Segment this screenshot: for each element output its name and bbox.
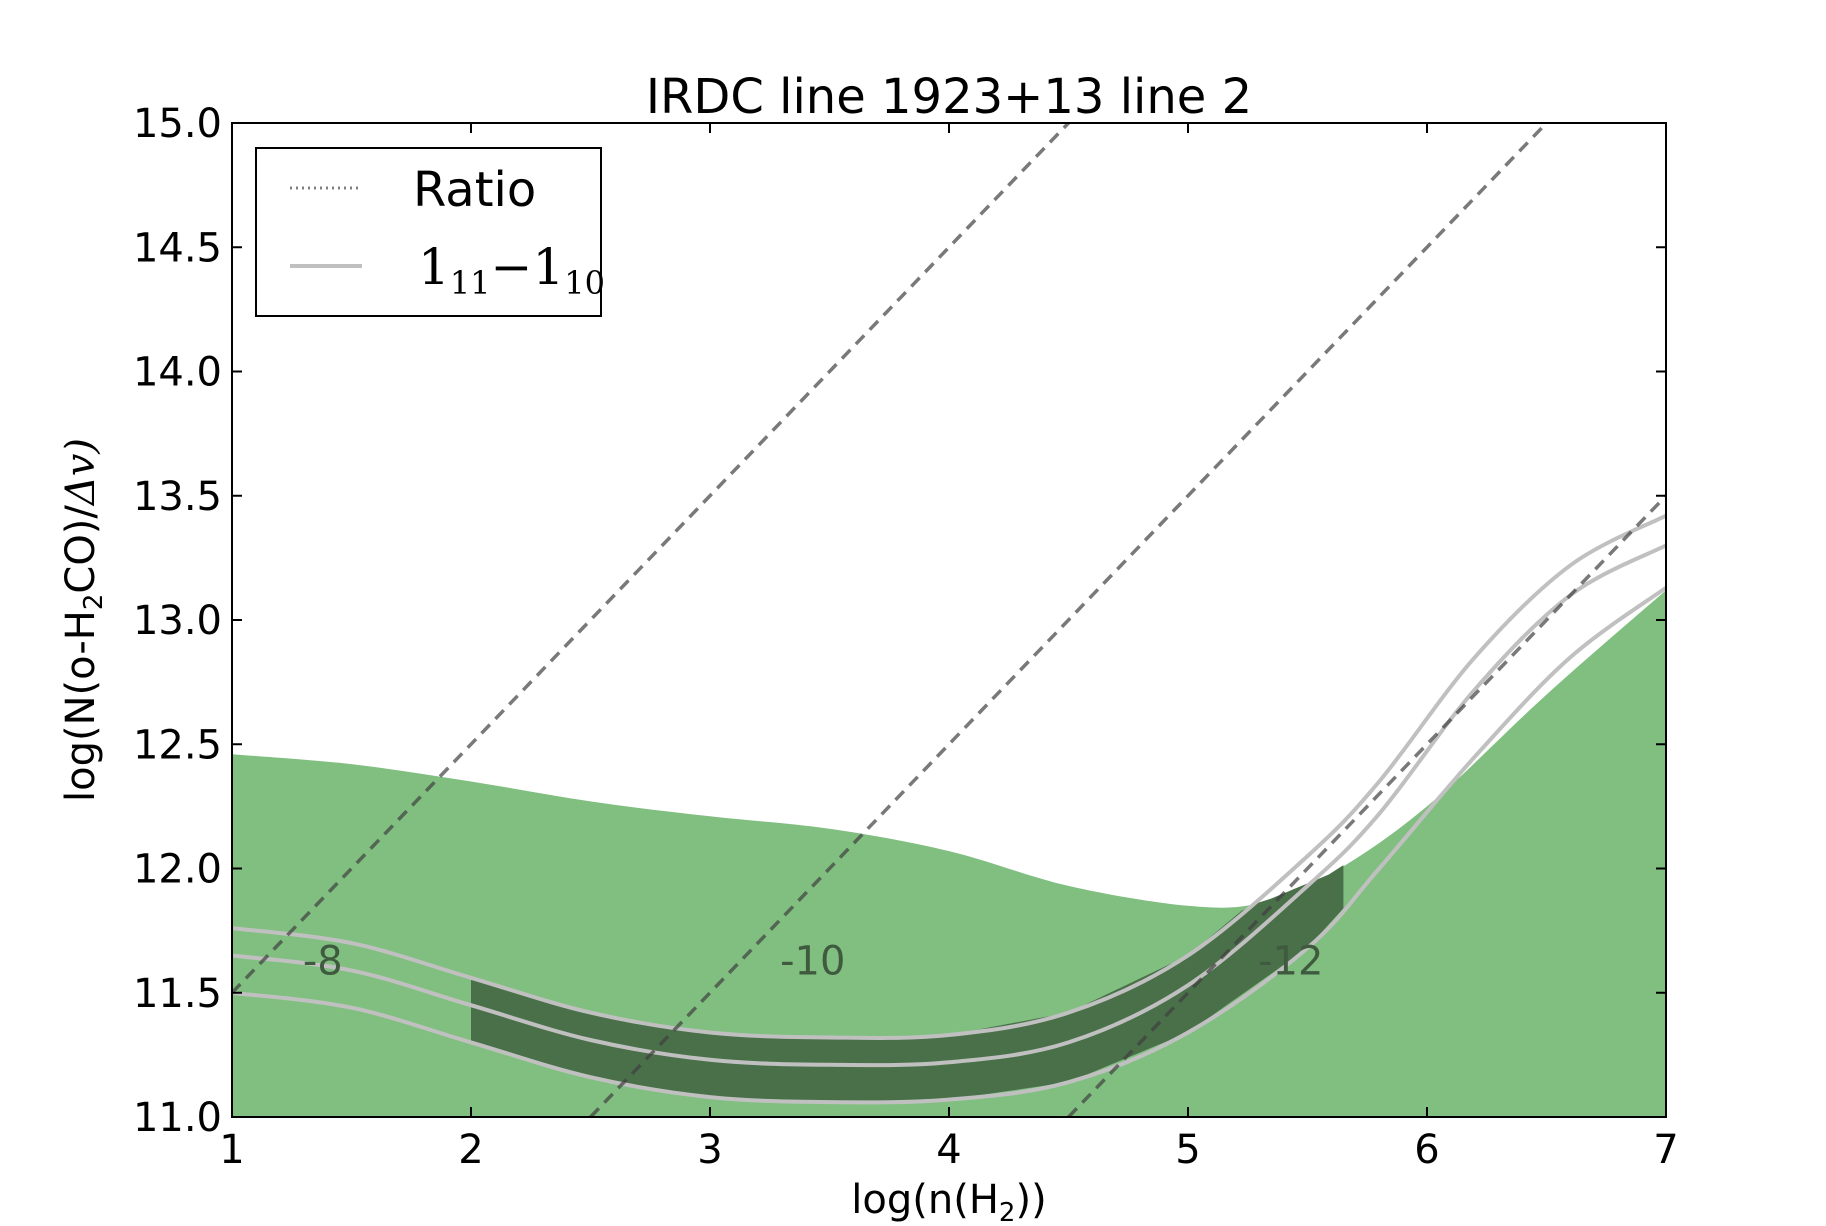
- overlap-region-fill: [471, 865, 1344, 1102]
- y-axis-label: log(N(o-H2CO)/Δv): [58, 438, 109, 802]
- ratio-lines: [232, 123, 1666, 1117]
- contour-line-3: [232, 586, 1666, 1105]
- legend-contour-label: 111−110: [418, 238, 605, 302]
- ratio-line-label-2: -10: [780, 938, 845, 984]
- x-tick-label: 4: [936, 1127, 961, 1173]
- y-tick-label: 11.0: [133, 1095, 222, 1141]
- y-tick-label: 14.5: [133, 225, 222, 271]
- ratio-line-1: [232, 123, 1070, 994]
- x-tick-label: 1: [219, 1127, 244, 1173]
- legend-box: [255, 147, 602, 317]
- ratio-labels: -8 -10 -12: [303, 938, 1324, 984]
- x-tick-label: 7: [1653, 1127, 1678, 1173]
- contour-line-2: [232, 543, 1666, 1068]
- ratio-line-3: [1067, 494, 1666, 1117]
- legend: Ratio 111−110: [255, 147, 605, 317]
- y-tick-label: 13.5: [133, 474, 222, 520]
- x-tick-label: 3: [697, 1127, 722, 1173]
- x-tick-label: 2: [458, 1127, 483, 1173]
- y-tick-label: 14.0: [133, 350, 222, 396]
- y-tick-label: 15.0: [133, 101, 222, 147]
- legend-ratio-label: Ratio: [413, 162, 536, 218]
- y-tick-label: 12.0: [133, 847, 222, 893]
- contour-line-1: [232, 513, 1666, 1040]
- ratio-line-label-3: -12: [1258, 938, 1323, 984]
- y-tick-label: 11.5: [133, 971, 222, 1017]
- x-tick-label: 5: [1175, 1127, 1200, 1173]
- contour-lines: [232, 513, 1666, 1105]
- x-axis-label: log(n(H2)): [851, 1177, 1046, 1226]
- y-tick-label: 12.5: [133, 722, 222, 768]
- y-axis-ticks: 11.0 11.5 12.0 12.5 13.0 13.5 14.0 14.5 15.0: [133, 101, 1666, 1141]
- ratio-line-label-1: -8: [303, 938, 343, 984]
- feasible-region-fill: [232, 590, 1666, 1117]
- y-tick-label: 13.0: [133, 598, 222, 644]
- x-axis-ticks: 1 2 3 4 5 6 7: [219, 123, 1679, 1173]
- ratio-line-2: [589, 123, 1548, 1117]
- plot-area: [232, 123, 1666, 1117]
- chart-title: IRDC line 1923+13 line 2: [646, 69, 1252, 125]
- x-tick-label: 6: [1414, 1127, 1439, 1173]
